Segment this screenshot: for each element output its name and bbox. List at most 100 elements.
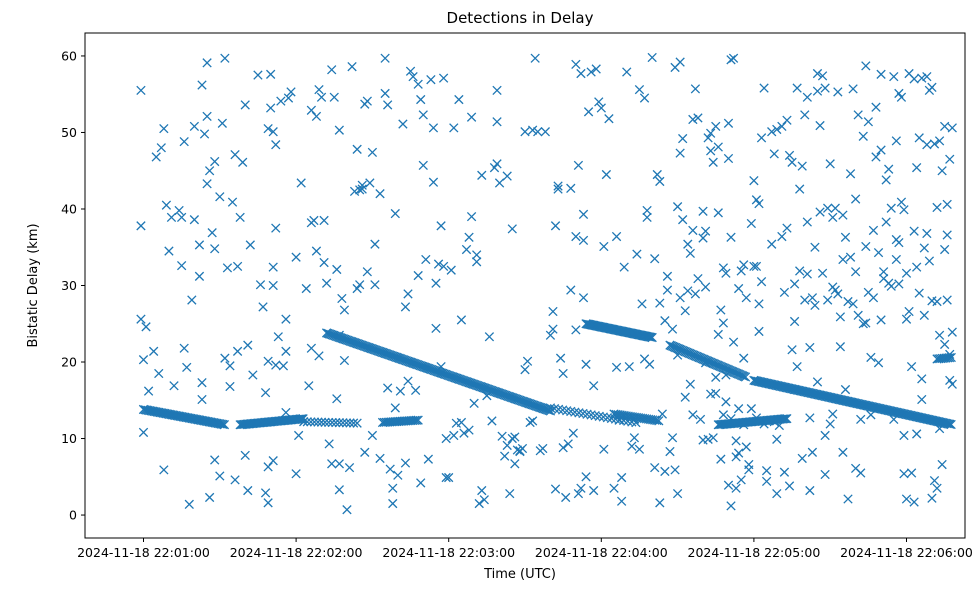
detection-point [138, 427, 149, 438]
detection-point [932, 483, 942, 493]
detection-point [166, 212, 177, 223]
detection-point [733, 448, 744, 458]
detection-point [197, 378, 207, 388]
detection-point [769, 417, 779, 427]
detection-point [733, 283, 744, 294]
detection-point [553, 184, 563, 194]
detection-point [370, 239, 380, 249]
detection-point [693, 113, 703, 123]
detection-point [248, 370, 258, 380]
detection-point [698, 233, 708, 243]
y-tick-label: 20 [61, 355, 77, 370]
detection-point [853, 110, 863, 120]
detection-point [909, 74, 919, 84]
detection-point [643, 332, 654, 342]
detection-point [352, 418, 362, 428]
detection-point [726, 55, 736, 65]
detection-point [187, 295, 197, 305]
detection-point [230, 149, 240, 160]
detection-point [403, 289, 413, 299]
detection-point [812, 68, 823, 79]
detection-point [733, 404, 744, 414]
detection-point [922, 71, 932, 82]
detection-point [777, 231, 787, 242]
detection-point [810, 300, 820, 311]
detection-point [189, 215, 200, 225]
detection-point [830, 203, 840, 213]
detection-point [349, 186, 360, 197]
detection-point [314, 84, 324, 95]
detection-point [216, 419, 226, 429]
detection-point [646, 332, 656, 342]
detection-point [586, 67, 596, 77]
detection-point [914, 133, 924, 143]
detection-point [700, 282, 711, 292]
detection-point [901, 494, 912, 504]
detection-point [334, 459, 344, 469]
detection-point [441, 472, 451, 483]
detection-point [596, 103, 606, 113]
detection-point [558, 443, 568, 453]
detection-point [945, 419, 955, 429]
detection-point [281, 314, 291, 324]
detection-point [728, 53, 739, 63]
detection-point [919, 243, 929, 253]
detection-point [782, 115, 792, 125]
detection-point [413, 415, 423, 425]
detection-point [550, 484, 561, 494]
detection-point [281, 407, 291, 418]
detection-point [566, 183, 576, 193]
detection-point [538, 443, 548, 454]
detection-point [817, 268, 828, 278]
detection-point [469, 398, 479, 408]
detection-point [723, 153, 734, 164]
detection-point [863, 117, 874, 127]
detection-point [756, 277, 767, 287]
detection-point [912, 163, 922, 173]
detection-point [912, 262, 922, 272]
detection-point [731, 483, 741, 493]
detection-point [527, 416, 538, 426]
detection-point [909, 226, 919, 236]
detection-point [161, 200, 172, 210]
detection-point [487, 416, 497, 426]
detection-point [492, 85, 502, 96]
detection-point [522, 356, 533, 366]
detection-point [899, 205, 909, 215]
detection-point [718, 318, 729, 328]
detection-point [721, 370, 731, 380]
detection-point [566, 285, 576, 295]
detection-point [278, 361, 289, 371]
detection-point [281, 346, 291, 356]
detection-point [230, 475, 240, 485]
detection-point [583, 107, 594, 117]
detection-point [899, 430, 909, 441]
detection-point [779, 287, 790, 298]
detection-point [263, 462, 273, 472]
detection-point [642, 212, 652, 223]
detection-point [937, 166, 947, 176]
detection-point [576, 483, 586, 493]
detection-point [199, 129, 210, 139]
detection-point [581, 359, 591, 369]
detection-point [403, 376, 413, 386]
detection-point [708, 157, 718, 167]
detection-point [370, 280, 380, 290]
detection-point [527, 125, 538, 135]
detection-point [782, 223, 792, 233]
detection-point [721, 397, 731, 407]
detection-point [299, 417, 309, 427]
detection-point [533, 127, 543, 137]
detection-point [197, 394, 207, 405]
detection-point [423, 454, 434, 464]
detection-point [861, 241, 871, 252]
detection-point [726, 413, 736, 424]
y-tick-label: 0 [69, 508, 77, 523]
detection-point [876, 69, 886, 79]
detection-point [243, 485, 253, 496]
detection-point [591, 64, 601, 74]
detection-point [886, 203, 896, 213]
detection-point [873, 247, 884, 258]
detection-point [276, 96, 286, 106]
detection-point [805, 413, 815, 423]
